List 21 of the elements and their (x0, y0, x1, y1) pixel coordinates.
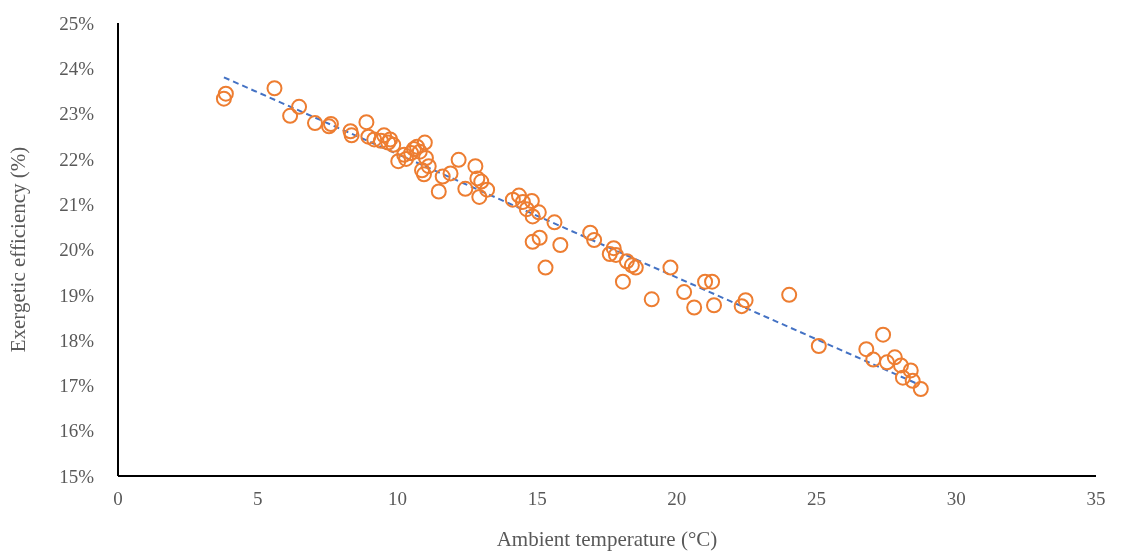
x-tick-label: 35 (1086, 488, 1106, 510)
y-tick-label: 16% (59, 420, 95, 442)
y-tick-label: 21% (59, 193, 95, 215)
y-tick-label: 22% (59, 148, 95, 170)
x-tick-label: 30 (946, 488, 966, 510)
y-tick-label: 17% (59, 375, 95, 397)
y-axis-title: Exergetic efficiency (%) (6, 146, 31, 353)
y-tick-label: 20% (59, 239, 95, 261)
y-tick-label: 25% (59, 12, 95, 34)
y-tick-label: 15% (59, 465, 95, 487)
x-tick-label: 15 (527, 488, 547, 510)
y-tick-label: 23% (59, 103, 95, 125)
x-tick-label: 20 (667, 488, 687, 510)
x-tick-label: 5 (252, 488, 263, 510)
x-tick-label: 10 (387, 488, 407, 510)
x-axis-title: Ambient temperature (°C) (496, 527, 718, 551)
x-tick-label: 0 (113, 488, 123, 510)
y-tick-label: 24% (59, 58, 95, 80)
x-tick-label: 25 (807, 488, 827, 510)
y-tick-label: 19% (59, 284, 95, 306)
y-tick-label: 18% (59, 329, 95, 351)
